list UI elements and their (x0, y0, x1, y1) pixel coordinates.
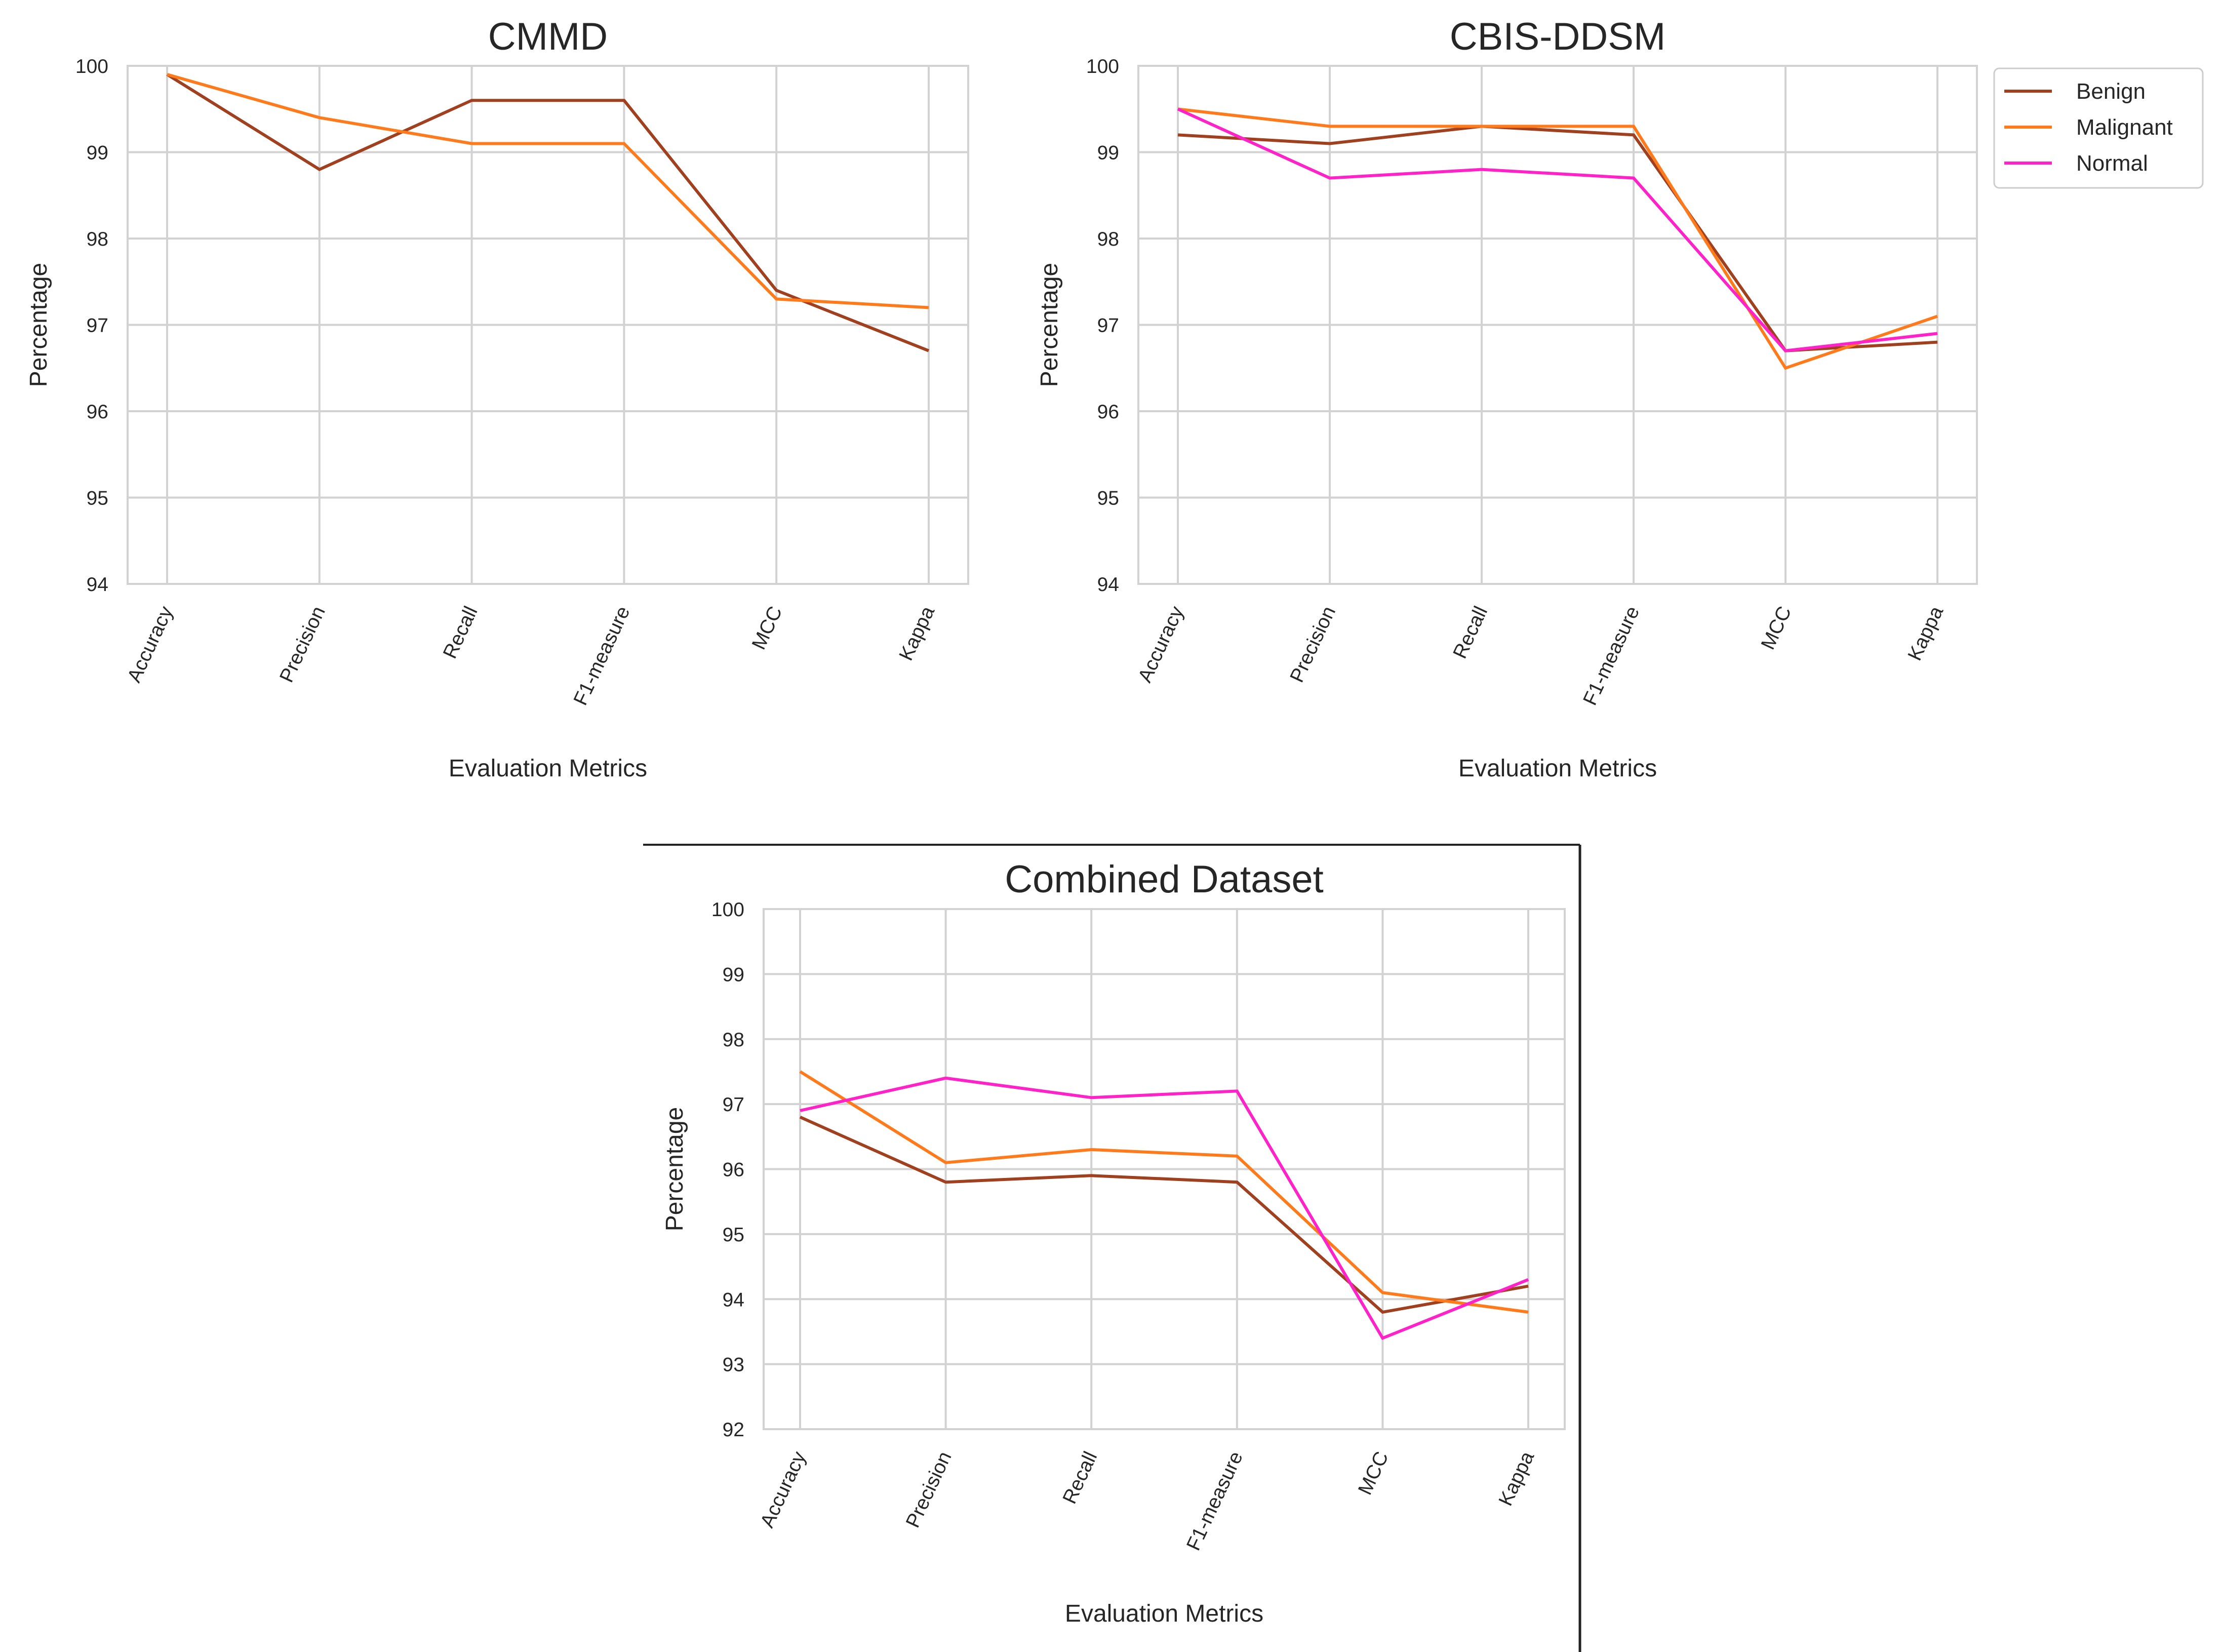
combined-series-line-benign (799, 1116, 1529, 1314)
cbis-ddsm-series-line-malignant (1177, 107, 1938, 370)
combined-chart-title: Combined Dataset (1005, 858, 1323, 901)
cbis-ddsm-series-line-normal (1177, 107, 1938, 352)
combined-series-line-normal (800, 1076, 1529, 1341)
cbis-ddsm-chart-title: CBIS-DDSM (1450, 15, 1665, 58)
cmmd-series-line-benign (166, 73, 930, 352)
combined-y-tick-label: 93 (723, 1354, 744, 1376)
cmmd-series-line-malignant (167, 73, 929, 309)
combined-x-axis-label: Evaluation Metrics (1065, 1600, 1263, 1627)
cmmd-y-tick-label: 100 (75, 56, 108, 77)
combined-x-tick-label-kappa: Kappa (1495, 1448, 1539, 1509)
cbis-ddsm-y-tick-label: 96 (1097, 401, 1119, 423)
cbis-ddsm-x-tick-label-f1-measure: F1-measure (1579, 603, 1644, 709)
cbis-ddsm-x-axis-label: Evaluation Metrics (1458, 755, 1657, 782)
combined-plot-frame (763, 908, 1566, 1430)
cbis-ddsm-y-tick-label: 100 (1086, 56, 1119, 77)
cmmd-plot-frame (127, 65, 969, 585)
combined-y-tick-label: 95 (723, 1224, 744, 1246)
cbis-ddsm-y-axis-label: Percentage (1036, 263, 1063, 387)
cbis-ddsm-x-tick-label-precision: Precision (1286, 603, 1340, 686)
cbis-ddsm-x-tick-label-accuracy: Accuracy (1134, 603, 1188, 686)
cmmd-y-tick-label: 99 (87, 142, 108, 164)
combined-x-tick-label-mcc: MCC (1354, 1448, 1393, 1499)
cmmd-y-tick-label: 97 (87, 315, 108, 337)
cmmd-chart: 94 95 96 97 98 99 100 Accuracy Precision Recall F1… (25, 15, 969, 782)
combined-y-tick-label: 98 (723, 1029, 744, 1051)
cmmd-x-tick-label-f1-measure: F1-measure (570, 603, 634, 709)
legend: Benign Malignant Normal (1993, 67, 2204, 189)
cbis-ddsm-y-tick-label: 95 (1097, 488, 1119, 509)
cmmd-x-tick-label-accuracy: Accuracy (123, 603, 177, 686)
combined-y-tick-label: 100 (711, 899, 744, 921)
cmmd-y-tick-label: 96 (87, 401, 108, 423)
cmmd-y-tick-label: 94 (87, 574, 108, 596)
cbis-ddsm-x-tick-label-kappa: Kappa (1904, 603, 1948, 664)
combined-y-tick-label: 94 (723, 1289, 744, 1311)
legend-box (1993, 67, 2204, 189)
combined-chart: 92 93 94 95 96 97 98 99 100 Accuracy Precision Reca… (661, 858, 1566, 1627)
cbis-ddsm-y-tick-label: 94 (1097, 574, 1119, 596)
cbis-ddsm-plot-frame (1137, 65, 1978, 585)
cmmd-x-tick-label-recall: Recall (439, 603, 482, 662)
cmmd-x-axis-label: Evaluation Metrics (449, 755, 647, 782)
cbis-ddsm-y-tick-label: 97 (1097, 315, 1119, 337)
combined-y-tick-label: 99 (723, 964, 744, 986)
combined-series-line-malignant (799, 1070, 1529, 1314)
cmmd-x-tick-label-mcc: MCC (748, 603, 787, 653)
combined-y-tick-label: 97 (723, 1094, 744, 1116)
cmmd-x-tick-label-precision: Precision (275, 603, 330, 686)
cmmd-x-tick-label-kappa: Kappa (895, 603, 939, 664)
cmmd-chart-title: CMMD (488, 15, 608, 58)
legend-label-malignant: Malignant (2076, 115, 2173, 140)
combined-y-tick-label: 96 (723, 1159, 744, 1181)
cbis-ddsm-y-tick-label: 99 (1097, 142, 1119, 164)
cbis-ddsm-x-tick-label-recall: Recall (1449, 603, 1492, 662)
cbis-ddsm-y-tick-label: 98 (1097, 228, 1119, 250)
combined-x-tick-label-accuracy: Accuracy (756, 1448, 810, 1531)
combined-y-axis-label: Percentage (661, 1107, 688, 1232)
legend-label-benign: Benign (2076, 79, 2146, 104)
cmmd-y-tick-label: 98 (87, 228, 108, 250)
cmmd-y-tick-label: 95 (87, 488, 108, 509)
combined-y-tick-label: 92 (723, 1419, 744, 1441)
cbis-ddsm-x-tick-label-mcc: MCC (1757, 603, 1796, 653)
combined-x-tick-label-f1-measure: F1-measure (1182, 1448, 1247, 1554)
cbis-ddsm-chart: 94 95 96 97 98 99 100 Accuracy Precision Recall F1… (1036, 15, 1978, 782)
cmmd-y-axis-label: Percentage (25, 263, 52, 387)
combined-x-tick-label-precision: Precision (902, 1448, 956, 1531)
combined-x-tick-label-recall: Recall (1059, 1448, 1102, 1507)
legend-label-normal: Normal (2076, 151, 2148, 176)
